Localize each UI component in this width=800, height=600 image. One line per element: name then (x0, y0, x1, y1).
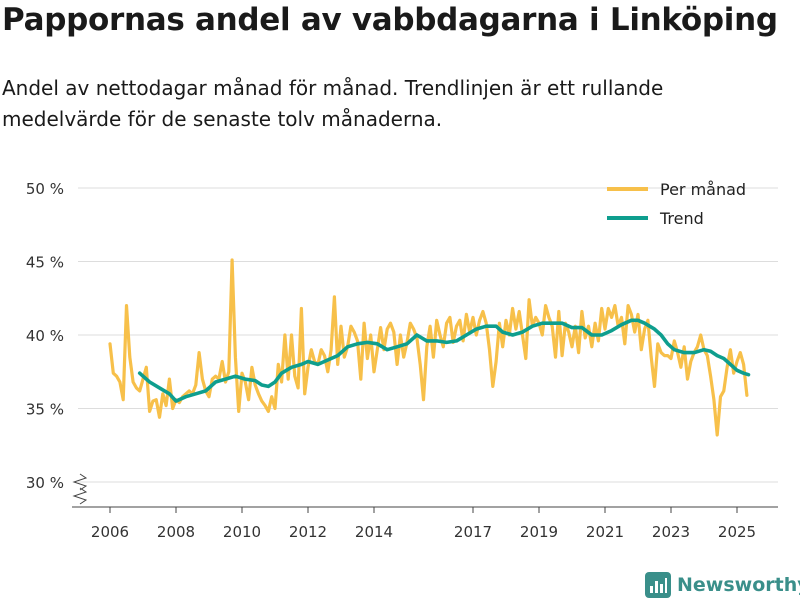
x-tick-label: 2006 (91, 523, 129, 541)
monthly-line (108, 258, 749, 437)
x-tick-label: 2021 (586, 523, 624, 541)
x-tick-label: 2012 (289, 523, 327, 541)
page-subtitle: Andel av nettodagar månad för månad. Tre… (2, 76, 664, 131)
y-axis-break-icon (72, 473, 88, 505)
series (108, 258, 751, 437)
trend-line (137, 318, 751, 403)
legend: Per månad Trend (607, 180, 746, 228)
x-tick-label: 2023 (652, 523, 690, 541)
brand-name: Newsworthy (677, 574, 800, 596)
y-tick-label: 40 % (26, 327, 64, 345)
x-tick-label: 2014 (355, 523, 393, 541)
legend-label-monthly: Per månad (660, 180, 746, 199)
x-tick-label: 2008 (157, 523, 195, 541)
x-tick-label: 2019 (520, 523, 558, 541)
x-tick-label: 2010 (223, 523, 261, 541)
legend-label-trend: Trend (659, 209, 704, 228)
x-tick-label: 2017 (454, 523, 492, 541)
x-tick-label: 2025 (718, 523, 756, 541)
brand-logo: Newsworthy (645, 570, 800, 600)
y-tick-label: 35 % (26, 401, 64, 419)
y-tick-label: 50 % (26, 180, 64, 198)
y-tick-label: 45 % (26, 254, 64, 272)
y-tick-label: 30 % (26, 474, 64, 492)
axes: 30 % 35 % 40 % 45 % 50 % 2006 2008 2010 2012 2014… (26, 180, 778, 541)
newsworthy-logo-icon (645, 572, 671, 598)
page-title: Pappornas andel av vabbdagarna i Linköpi… (2, 2, 778, 38)
